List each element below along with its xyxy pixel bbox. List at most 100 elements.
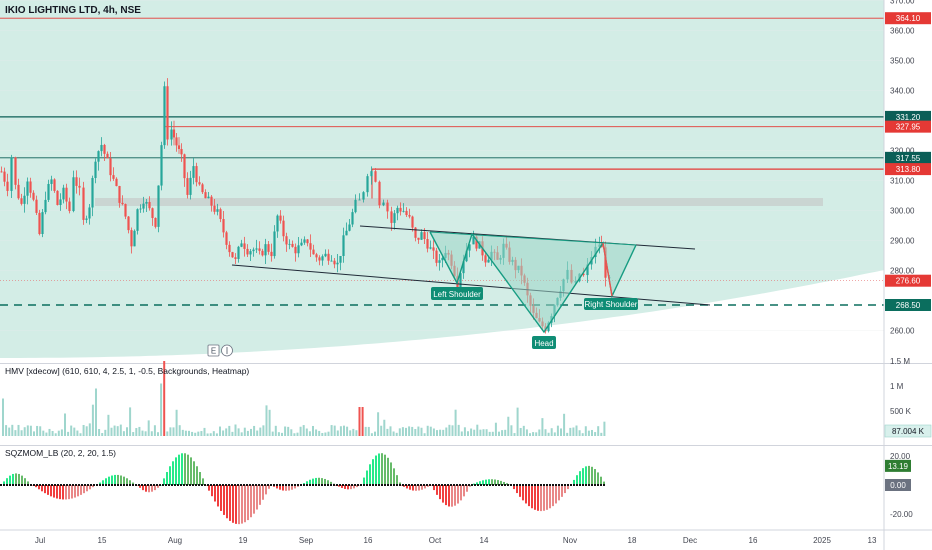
momentum-bar	[321, 478, 323, 485]
momentum-bar	[564, 485, 566, 494]
volume-bar	[600, 432, 603, 436]
squeeze-dot	[0, 484, 2, 486]
volume-badge	[884, 424, 932, 438]
volume-bar	[321, 432, 324, 436]
momentum-bar	[172, 461, 174, 485]
volume-bar	[160, 383, 163, 436]
candle-body	[420, 232, 423, 240]
candle-body	[47, 183, 50, 200]
horizontal-levels	[0, 17, 884, 306]
volume-bar	[383, 419, 386, 436]
momentum-bar	[534, 485, 536, 510]
volume-bar	[119, 424, 122, 436]
squeeze-dot	[180, 484, 182, 486]
squeeze-dot	[567, 484, 569, 486]
squeeze-dot	[429, 484, 431, 486]
svg-text:Right Shoulder: Right Shoulder	[585, 300, 638, 309]
price-badge	[885, 163, 931, 176]
candle-body	[468, 244, 471, 251]
candle-body	[393, 213, 396, 223]
squeeze-dot	[366, 484, 368, 486]
momentum-bar	[279, 485, 281, 490]
momentum-bar	[503, 481, 505, 485]
candle-body	[94, 161, 97, 179]
squeeze-dot	[240, 484, 242, 486]
momentum-bar	[442, 485, 444, 503]
svg-text:Head: Head	[534, 339, 553, 348]
candle-body	[82, 187, 85, 220]
momentum-bar	[390, 462, 392, 485]
volume-bar	[181, 429, 184, 436]
momentum-bar	[463, 485, 465, 497]
head-label: Head	[532, 336, 556, 349]
momentum-bar	[393, 468, 395, 485]
volume-bar	[315, 429, 318, 436]
candle-body	[186, 178, 189, 195]
squeeze-dot	[552, 484, 554, 486]
candle-body	[112, 175, 115, 179]
volume-bar	[219, 426, 221, 436]
volume-bar	[479, 429, 482, 436]
candle-body	[345, 230, 348, 236]
volume-bar	[14, 430, 17, 436]
squeeze-dot	[99, 484, 101, 486]
volume-bar	[386, 428, 389, 436]
candle-body	[130, 230, 133, 247]
momentum-bar	[433, 485, 435, 491]
candle-body	[53, 179, 56, 191]
volume-bar	[467, 431, 469, 436]
squeeze-dot	[312, 484, 314, 486]
volume-bar	[262, 425, 265, 436]
squeeze-dot	[570, 484, 572, 486]
candle-body	[192, 166, 195, 178]
candle-body	[547, 322, 550, 332]
volume-bar	[281, 432, 283, 436]
squeeze-dot	[555, 484, 557, 486]
squeeze-dot	[465, 484, 467, 486]
candle-body	[14, 157, 17, 185]
squeeze-dot	[69, 484, 71, 486]
squeeze-dot	[288, 484, 290, 486]
volume-bar	[501, 430, 504, 436]
projection-arrow	[602, 242, 613, 297]
dividend-icon[interactable]	[221, 344, 233, 357]
volume-bar	[259, 427, 262, 436]
volume-bar	[107, 414, 110, 436]
momentum-bar	[21, 475, 23, 485]
squeeze-dot	[204, 484, 206, 486]
volume-bar	[405, 427, 407, 436]
squeeze-dot	[339, 484, 341, 486]
squeeze-dot	[210, 484, 212, 486]
volume-bar	[346, 426, 349, 436]
volume-bar	[491, 431, 494, 436]
volume-bar	[95, 388, 97, 436]
squeeze-dot	[267, 484, 269, 486]
momentum-bar	[214, 485, 216, 502]
squeeze-dot	[120, 484, 122, 486]
squeeze-dot	[198, 484, 200, 486]
momentum-bar	[92, 485, 94, 488]
momentum-bar	[6, 478, 8, 485]
candle-body	[472, 236, 475, 245]
momentum-bar	[114, 474, 116, 485]
volume-bar	[225, 428, 228, 436]
candle-body	[222, 219, 225, 233]
squeeze-dot	[258, 484, 260, 486]
volume-bar	[231, 431, 234, 436]
candle-body	[423, 232, 426, 240]
squeeze-dot	[336, 484, 338, 486]
volume-bar	[370, 433, 373, 436]
candle-body	[246, 248, 249, 255]
squeeze-dot	[90, 484, 92, 486]
candle-body	[216, 209, 219, 212]
momentum-bar	[148, 485, 150, 493]
squeeze-dot	[477, 484, 479, 486]
bullish-zone-background	[0, 0, 884, 358]
momentum-bar	[235, 485, 237, 524]
candle-body	[85, 218, 88, 220]
candle-body	[429, 247, 432, 249]
earnings-icon[interactable]: E	[207, 344, 220, 357]
squeeze-dot	[246, 484, 248, 486]
volume-bar	[358, 407, 361, 436]
